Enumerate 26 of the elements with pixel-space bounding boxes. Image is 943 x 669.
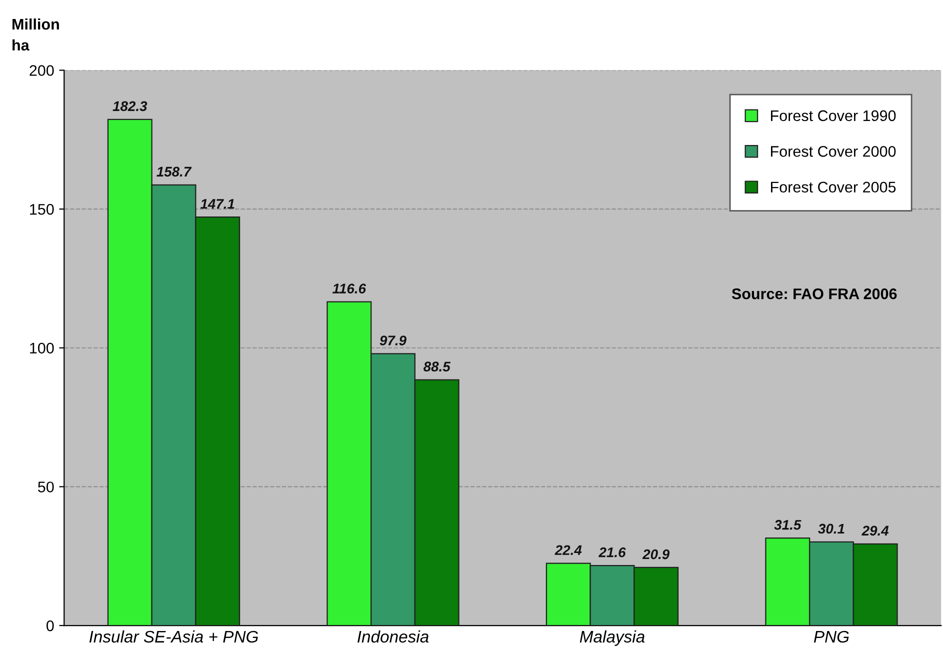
x-tick-label: Indonesia	[358, 630, 429, 643]
data-label: 147.1	[200, 199, 234, 209]
data-label: 20.9	[642, 549, 670, 560]
data-label: 116.6	[332, 284, 366, 294]
legend-label: Forest Cover 2005	[771, 182, 896, 193]
y-tick-label: 100	[30, 342, 54, 354]
annotation: Source: FAO FRA 2006	[732, 288, 897, 300]
data-label: 158.7	[156, 166, 192, 177]
legend-label: Forest Cover 2000	[771, 146, 896, 157]
x-tick-label: PNG	[814, 630, 849, 643]
y-tick-label: 200	[30, 65, 54, 76]
x-tick-label: Insular SE-Asia + PNG	[89, 630, 258, 643]
data-label: 22.4	[554, 545, 582, 555]
y-tick-label: 0	[46, 620, 54, 632]
y-tick-label: 150	[30, 204, 54, 215]
x-tick-label: Malaysia	[580, 630, 645, 646]
data-label: 182.3	[112, 101, 148, 112]
y-tick-label: 50	[38, 482, 54, 492]
data-label: 21.6	[598, 547, 626, 558]
data-label: 30.1	[818, 524, 844, 534]
data-label: 88.5	[424, 362, 451, 372]
data-label: 97.9	[380, 336, 406, 346]
data-label: 29.4	[862, 526, 889, 536]
data-label: 31.5	[774, 520, 802, 530]
y-axis-title: Million ha	[12, 18, 59, 51]
legend-label: Forest Cover 1990	[771, 110, 896, 122]
